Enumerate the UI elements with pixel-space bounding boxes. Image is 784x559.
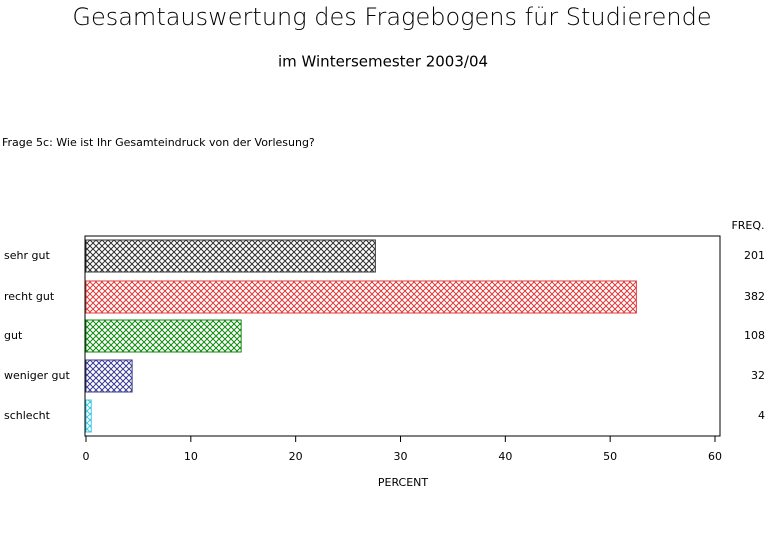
bar (85, 319, 242, 353)
x-tick-label: 0 (83, 450, 90, 463)
chart-subtitle: im Wintersemester 2003/04 (278, 53, 488, 71)
x-tick-label: 20 (289, 450, 303, 463)
bar (85, 399, 92, 433)
y-tick-label: weniger gut (4, 369, 71, 382)
x-tick-label: 50 (603, 450, 617, 463)
x-tick-label: 60 (708, 450, 722, 463)
plot-frame (84, 235, 721, 437)
bar (85, 280, 637, 314)
chart-title: Gesamtauswertung des Fragebogens für Stu… (72, 3, 711, 31)
x-tick-label: 40 (498, 450, 512, 463)
x-tick-label: 30 (394, 450, 408, 463)
freq-header: FREQ. (731, 219, 764, 232)
question: Frage 5c: Wie ist Ihr Gesamteindruck von… (2, 136, 315, 149)
y-tick-label: schlecht (4, 409, 51, 422)
y-tick-label: sehr gut (4, 249, 50, 262)
freq-label: 201 (744, 249, 765, 262)
bar (85, 359, 133, 393)
freq-label: 32 (751, 369, 765, 382)
x-tick-label: 10 (184, 450, 198, 463)
freq-label: 108 (744, 329, 765, 342)
freq-label: 4 (758, 409, 765, 422)
freq-label: 382 (744, 290, 765, 303)
y-tick-label: recht gut (4, 290, 55, 303)
bar (85, 239, 376, 273)
y-tick-label: gut (4, 329, 23, 342)
x-axis-label: PERCENT (378, 476, 429, 489)
